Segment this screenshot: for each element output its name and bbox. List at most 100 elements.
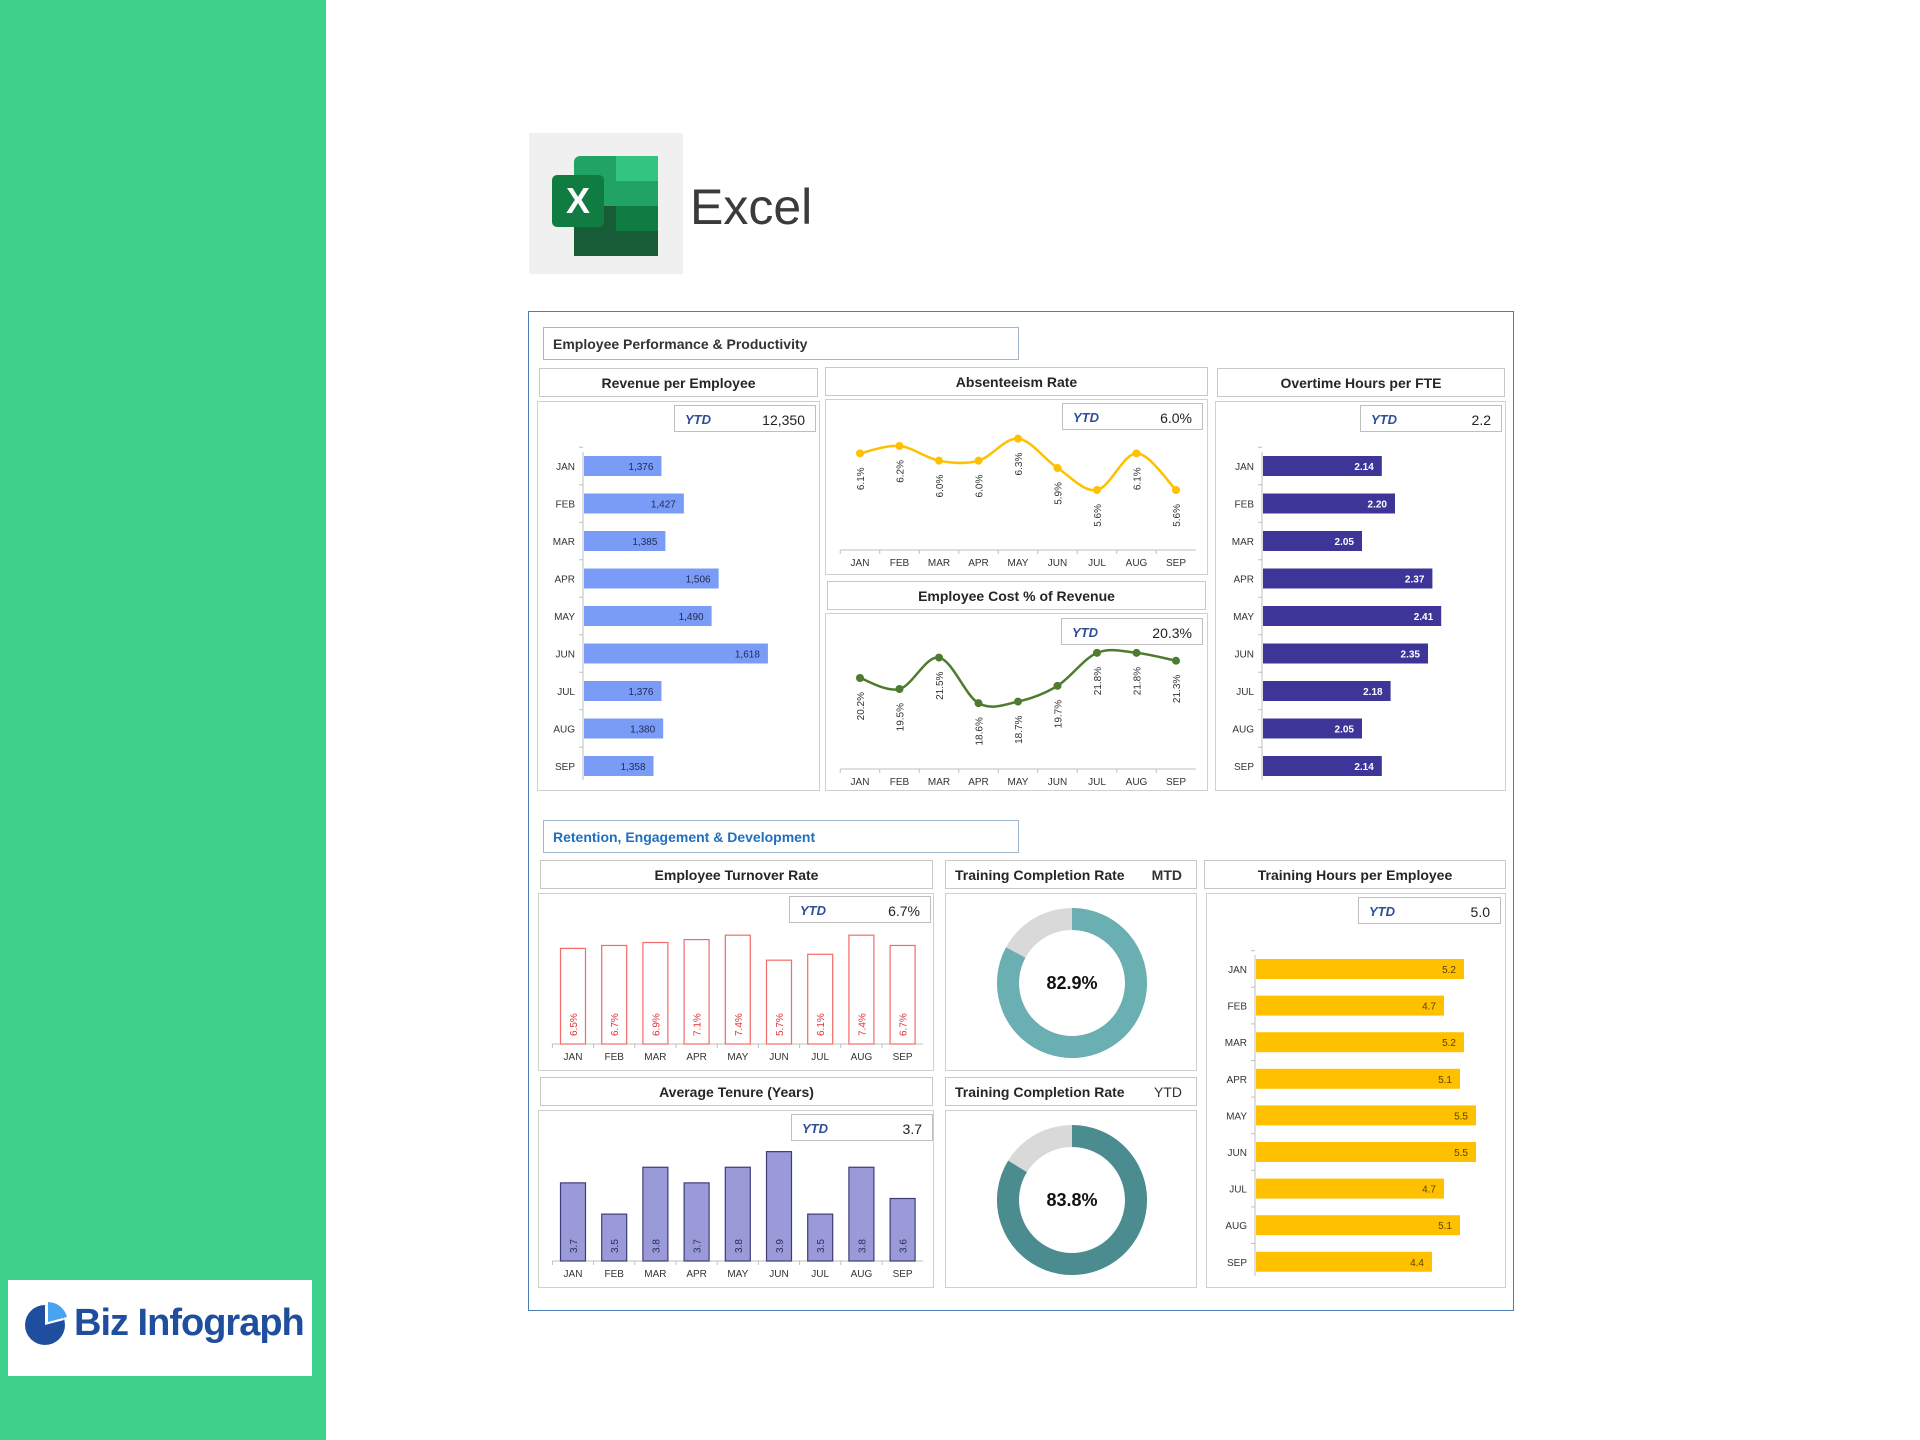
absenteeism-category-label: JUL [1088,558,1106,569]
training_hours-category-label: JUN [1228,1148,1247,1159]
overtime-data-label: 2.18 [1363,687,1383,698]
training-hours-ytd-box: YTD 5.0 [1358,897,1501,924]
tenure-bar [601,1213,628,1262]
cost-category-label: MAR [928,777,950,788]
overtime-panel-title: Overtime Hours per FTE [1217,368,1505,397]
turnover-bar [724,934,751,1045]
revenue-ytd-label: YTD [685,412,711,427]
overtime-bar [1263,681,1391,701]
overtime-category-label: SEP [1234,762,1254,773]
training_hours-data-label: 5.2 [1442,1038,1456,1049]
training-hours-chart: JAN 5.2 FEB 4.7 MAR 5.2 APR 5.1 MAY 5.5 JUN 5.5 JUL 4… [1225,950,1476,1276]
training-hours-title-text: Training Hours per Employee [1257,866,1453,883]
absenteeism-point [1093,486,1101,494]
revenue-bar [584,493,684,514]
revenue-data-label: 1,618 [735,650,760,661]
training-hours-panel-title: Training Hours per Employee [1204,860,1506,889]
revenue-bar [584,643,768,664]
revenue-category-label: SEP [555,762,575,773]
overtime-ytd-value: 2.2 [1471,412,1491,428]
turnover-data-label: 5.7% [775,1013,786,1036]
revenue-bar [584,756,654,776]
cost-data-label: 19.5% [896,703,907,731]
revenue-data-label: 1,358 [620,762,645,773]
revenue-category-label: JUN [556,650,575,661]
training_hours-data-label: 4.7 [1422,1185,1436,1196]
training-hours-chart-box: JAN 5.2 FEB 4.7 MAR 5.2 APR 5.1 MAY 5.5 JUN 5.5 JUL 4… [1206,893,1506,1288]
turnover-bar [807,953,834,1045]
overtime-category-label: AUG [1232,725,1254,736]
tenure-bar [889,1197,916,1262]
overtime-data-label: 2.20 [1368,500,1388,511]
training_hours-category-label: APR [1226,1075,1247,1086]
training_hours-data-label: 5.1 [1438,1075,1452,1086]
absenteeism-category-label: AUG [1126,558,1148,569]
tenure-data-label: 3.7 [569,1239,580,1253]
cost-point [856,674,864,682]
section-header-performance: Employee Performance & Productivity [543,327,1019,360]
cost-data-label: 19.7% [1054,700,1065,728]
absenteeism-category-label: MAY [1008,558,1029,569]
turnover-category-label: SEP [893,1052,913,1063]
absenteeism-category-label: JUN [1048,558,1067,569]
overtime-bar [1263,568,1433,589]
training_ytd-completed-slice [997,1125,1147,1275]
tenure-data-label: 3.6 [899,1239,910,1253]
turnover-data-label: 6.9% [651,1013,662,1036]
overtime-bar [1263,531,1362,551]
tenure-data-label: 3.5 [816,1239,827,1253]
training_hours-category-label: JAN [1228,965,1247,976]
tenure-bar [683,1182,710,1262]
training-mtd-title-text: Training Completion Rate [955,866,1125,883]
tenure-category-label: AUG [851,1269,873,1280]
turnover-category-label: MAY [727,1052,748,1063]
revenue-bar [584,568,719,589]
overtime-category-label: JUL [1236,687,1254,698]
turnover-bar [765,959,793,1045]
excel-icon: X [552,156,658,256]
turnover-data-label: 6.5% [569,1013,580,1036]
training-hours-ytd-value: 5.0 [1470,904,1490,920]
training-mtd-period: MTD [1151,866,1182,883]
tenure-data-label: 3.8 [651,1239,662,1253]
tenure-title-text: Average Tenure (Years) [659,1083,814,1100]
revenue-ytd-value: 12,350 [762,412,805,428]
training_hours-data-label: 5.5 [1454,1111,1468,1122]
revenue-bar [584,531,666,551]
cost-point [1053,681,1062,690]
absenteeism-category-label: FEB [890,558,910,569]
overtime-title-text: Overtime Hours per FTE [1280,374,1442,391]
revenue-chart: JAN 1,376 FEB 1,427 MAR 1,385 APR 1,506 MAY 1,490… [553,446,768,780]
training-hours-ytd-label: YTD [1369,904,1395,919]
absenteeism-panel-title: Absenteeism Rate [825,367,1208,396]
section-header-retention: Retention, Engagement & Development [543,820,1019,853]
cost-point [1172,656,1180,665]
absenteeism-data-label: 6.1% [1133,467,1144,490]
turnover-category-label: APR [686,1052,707,1063]
app-title: Excel [690,179,813,235]
tenure-category-label: MAR [644,1269,666,1280]
svg-text:X: X [566,180,590,221]
turnover-data-label: 6.7% [610,1013,621,1036]
turnover-bar [683,938,710,1045]
revenue-ytd-box: YTD 12,350 [674,405,816,432]
revenue-panel-title: Revenue per Employee [539,368,818,397]
tenure-data-label: 3.9 [775,1239,786,1253]
tenure-category-label: FEB [604,1269,624,1280]
cost-data-label: 21.3% [1172,675,1183,703]
cost-point [1014,697,1022,706]
turnover-bar [559,947,587,1045]
cost-data-label: 21.8% [1093,667,1104,695]
tenure-category-label: APR [686,1269,707,1280]
training_hours-category-label: FEB [1228,1002,1248,1013]
absenteeism-point [974,456,983,465]
overtime-data-label: 2.14 [1354,462,1374,473]
cost-data-label: 21.8% [1133,667,1144,695]
revenue-category-label: APR [554,575,575,586]
tenure-category-label: JAN [564,1269,583,1280]
training_hours-bar [1256,959,1464,979]
training-ytd-chart-box: 83.8% [945,1110,1197,1288]
training_hours-bar [1256,1068,1460,1089]
absenteeism-data-label: 5.6% [1172,504,1183,527]
overtime-data-label: 2.35 [1401,650,1421,661]
